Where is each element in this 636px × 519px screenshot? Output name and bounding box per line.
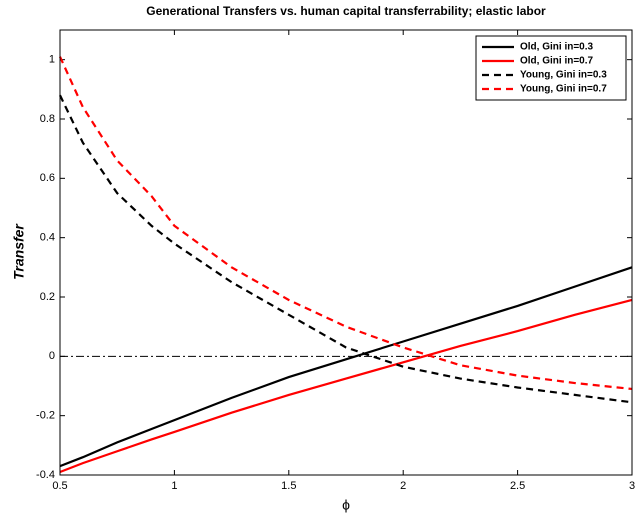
x-tick-label: 1 [171,480,177,492]
data-line [59,94,633,404]
y-tick-label: -0.2 [36,410,55,422]
y-axis-label: Transfer [11,223,27,280]
data-line [58,56,633,391]
y-tick-label: 0.4 [40,232,55,244]
legend-label: Old, Gini in=0.3 [520,42,594,53]
plot-frame [59,29,633,476]
legend-label: Old, Gini in=0.7 [520,56,594,67]
y-tick-label: 0 [49,350,55,362]
x-tick-label: 0.5 [52,480,67,492]
y-tick-label: -0.4 [36,469,55,481]
chart-title: Generational Transfers vs. human capital… [146,4,546,18]
x-axis-label: ϕ [342,497,350,513]
y-tick-label: 0.8 [40,113,55,125]
y-tick-label: 0.2 [40,291,55,303]
x-tick-label: 3 [629,480,635,492]
data-line [59,266,633,468]
y-tick-label: 1 [49,54,55,66]
y-tick-label: 0.6 [40,172,55,184]
data-line [59,298,633,474]
x-tick-label: 2.5 [510,480,525,492]
x-tick-label: 1.5 [281,480,296,492]
x-tick-label: 2 [400,480,406,492]
legend-label: Young, Gini in=0.3 [520,70,607,81]
legend-label: Young, Gini in=0.7 [520,84,607,95]
